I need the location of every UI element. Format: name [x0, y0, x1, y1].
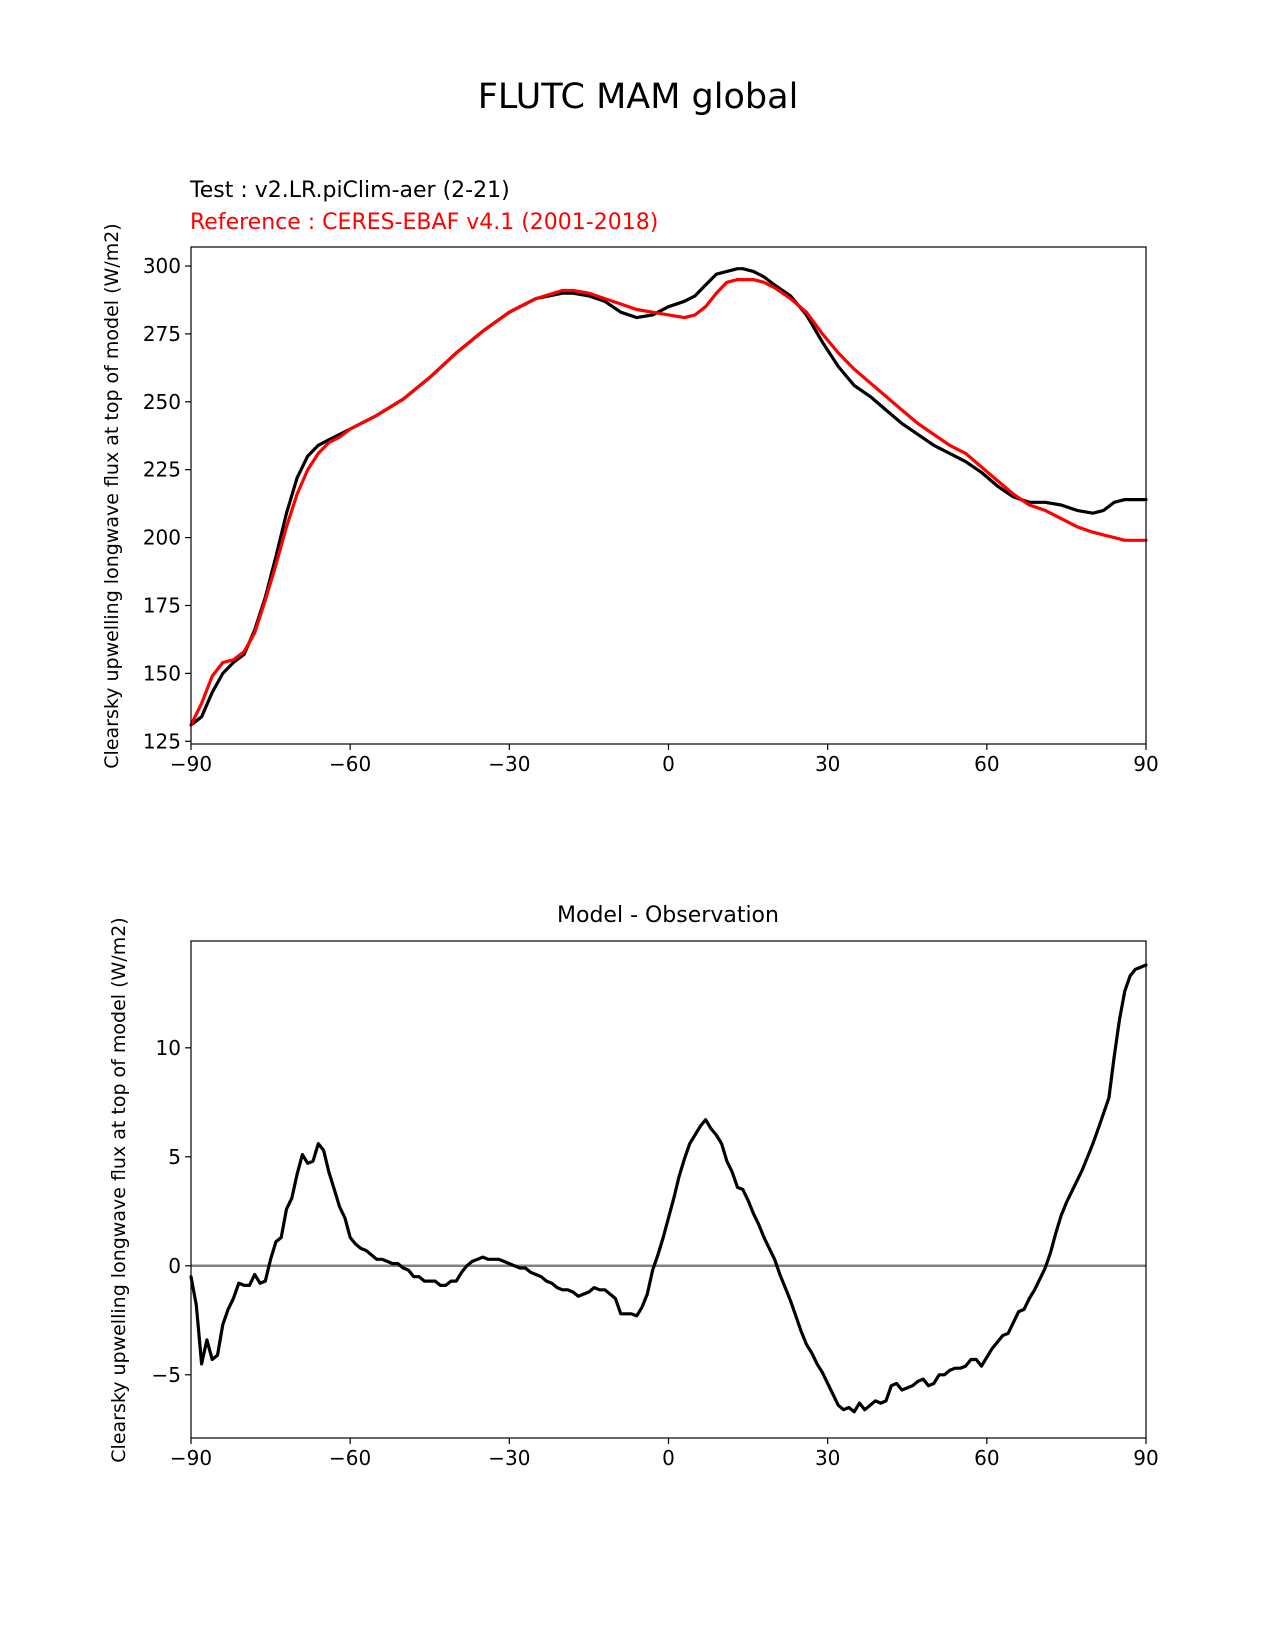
top-x-tick-label: 90	[1133, 752, 1158, 776]
top-x-tick-label: 30	[815, 752, 840, 776]
bottom-y-tick-label: 5	[168, 1145, 181, 1169]
top-x-tick-label: −60	[329, 752, 371, 776]
top-x-tick-label: 0	[662, 752, 675, 776]
top-x-tick-label: −30	[488, 752, 530, 776]
top-y-tick-label: 150	[143, 661, 181, 685]
bottom-y-tick-label: −5	[152, 1363, 181, 1387]
top-y-tick-label: 200	[143, 526, 181, 550]
bottom-x-tick-label: 0	[662, 1446, 675, 1470]
top-y-tick-label: 300	[143, 254, 181, 278]
bottom-x-tick-label: −60	[329, 1446, 371, 1470]
top-y-tick-label: 250	[143, 390, 181, 414]
top-plot-frame	[190, 246, 1147, 745]
top-series-line-test	[189, 267, 1148, 727]
top-x-tick-label: 60	[974, 752, 999, 776]
bottom-y-tick-label: 0	[168, 1254, 181, 1278]
test-label: Test : v2.LR.piClim-aer (2-21)	[189, 178, 510, 203]
bottom-y-axis-label: Clearsky upwelling longwave flux at top …	[108, 917, 130, 1462]
top-panel: Test : v2.LR.piClim-aer (2-21) Reference…	[101, 178, 1159, 776]
bottom-panel: Model - Observation −90 −60 −30 0 30 60 90 −5 0 5…	[108, 903, 1159, 1470]
bottom-x-tick-label: −30	[488, 1446, 530, 1470]
top-y-tick-label: 275	[143, 322, 181, 346]
top-series-line-reference	[189, 278, 1148, 727]
top-x-tick-label: −90	[170, 752, 212, 776]
bottom-panel-title: Model - Observation	[557, 903, 779, 928]
reference-label: Reference : CERES-EBAF v4.1 (2001-2018)	[190, 210, 658, 235]
top-y-tick-label: 175	[143, 593, 181, 617]
bottom-x-tick-label: −90	[170, 1446, 212, 1470]
figure-title: FLUTC MAM global	[478, 77, 799, 117]
top-y-axis-label: Clearsky upwelling longwave flux at top …	[101, 223, 123, 768]
top-y-tick-label: 125	[143, 729, 181, 753]
bottom-x-tick-label: 60	[974, 1446, 999, 1470]
bottom-x-tick-label: 30	[815, 1446, 840, 1470]
bottom-x-tick-label: 90	[1133, 1446, 1158, 1470]
bottom-plot-frame	[190, 940, 1147, 1439]
top-y-tick-label: 225	[143, 458, 181, 482]
bottom-y-tick-label: 10	[156, 1036, 181, 1060]
bottom-series-line-model-observation	[189, 963, 1148, 1414]
